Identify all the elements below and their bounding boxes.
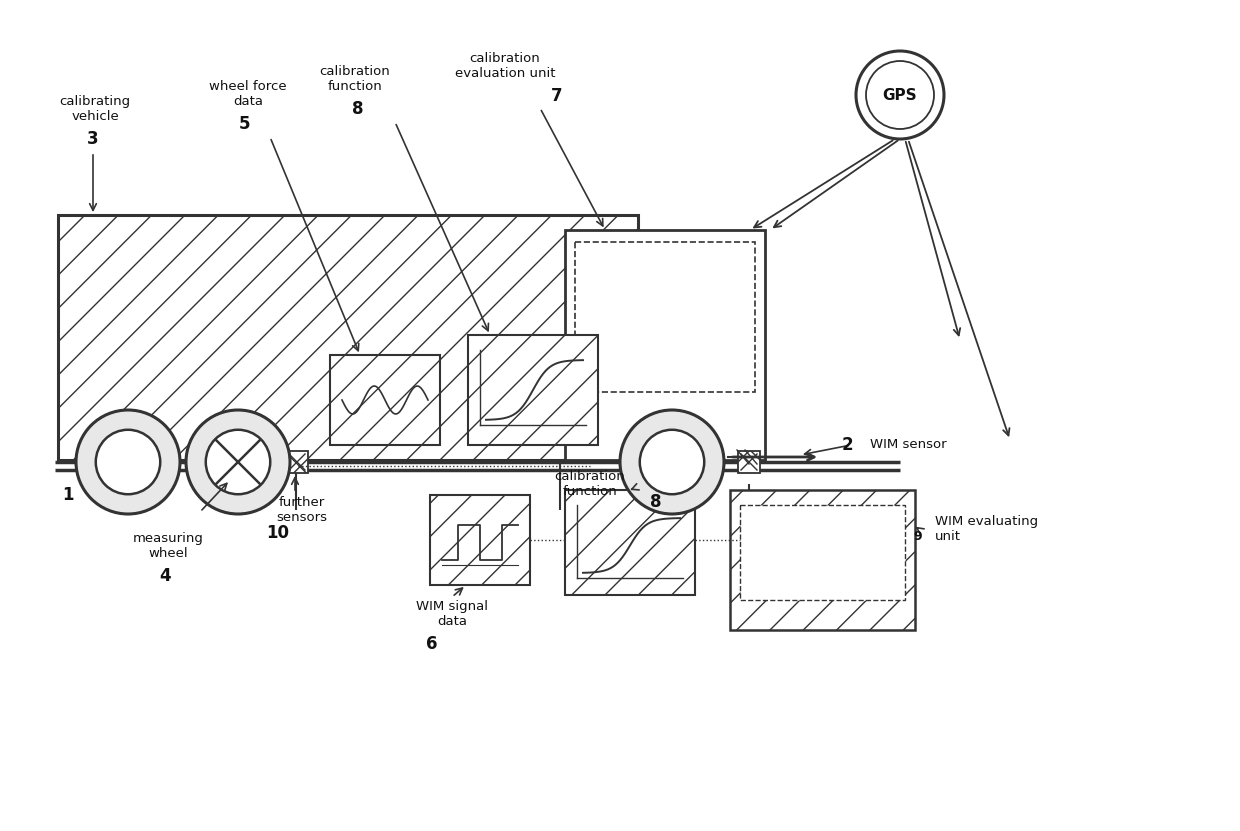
Text: 9: 9 bbox=[914, 530, 923, 543]
Text: 8: 8 bbox=[650, 493, 662, 511]
Bar bbox=[330, 355, 440, 445]
Text: wheel force
data: wheel force data bbox=[210, 80, 286, 108]
Circle shape bbox=[186, 410, 290, 514]
Text: WIM evaluating
unit: WIM evaluating unit bbox=[935, 515, 1038, 543]
Text: calibrating
vehicle: calibrating vehicle bbox=[60, 95, 130, 123]
Bar bbox=[738, 451, 760, 473]
Circle shape bbox=[76, 410, 180, 514]
Bar bbox=[565, 490, 694, 595]
Text: 1: 1 bbox=[62, 486, 73, 504]
Text: calibration
evaluation unit: calibration evaluation unit bbox=[455, 52, 556, 80]
Text: 5: 5 bbox=[239, 115, 250, 133]
Text: WIM signal
data: WIM signal data bbox=[415, 600, 489, 628]
Bar bbox=[575, 242, 755, 392]
Text: 6: 6 bbox=[427, 635, 438, 653]
Circle shape bbox=[206, 430, 270, 494]
Text: further
sensors: further sensors bbox=[277, 496, 327, 524]
Text: calibration
function: calibration function bbox=[320, 65, 391, 93]
Circle shape bbox=[95, 430, 160, 494]
Bar bbox=[730, 490, 915, 630]
Circle shape bbox=[620, 410, 724, 514]
Text: WIM sensor: WIM sensor bbox=[870, 439, 946, 451]
Bar bbox=[467, 335, 598, 445]
Text: 4: 4 bbox=[159, 567, 171, 585]
Text: 2: 2 bbox=[842, 436, 853, 454]
Bar bbox=[58, 215, 639, 460]
Bar bbox=[286, 451, 308, 473]
Circle shape bbox=[866, 61, 934, 129]
Circle shape bbox=[856, 51, 944, 139]
Text: 3: 3 bbox=[87, 130, 99, 148]
Text: measuring
wheel: measuring wheel bbox=[133, 532, 203, 560]
Text: 7: 7 bbox=[552, 87, 563, 105]
Bar bbox=[565, 230, 765, 460]
Text: 10: 10 bbox=[267, 524, 289, 542]
Bar bbox=[740, 505, 905, 600]
Text: calibration
function: calibration function bbox=[554, 470, 625, 498]
Text: GPS: GPS bbox=[883, 87, 918, 102]
Bar bbox=[430, 495, 529, 585]
Circle shape bbox=[640, 430, 704, 494]
Text: 8: 8 bbox=[352, 100, 363, 118]
